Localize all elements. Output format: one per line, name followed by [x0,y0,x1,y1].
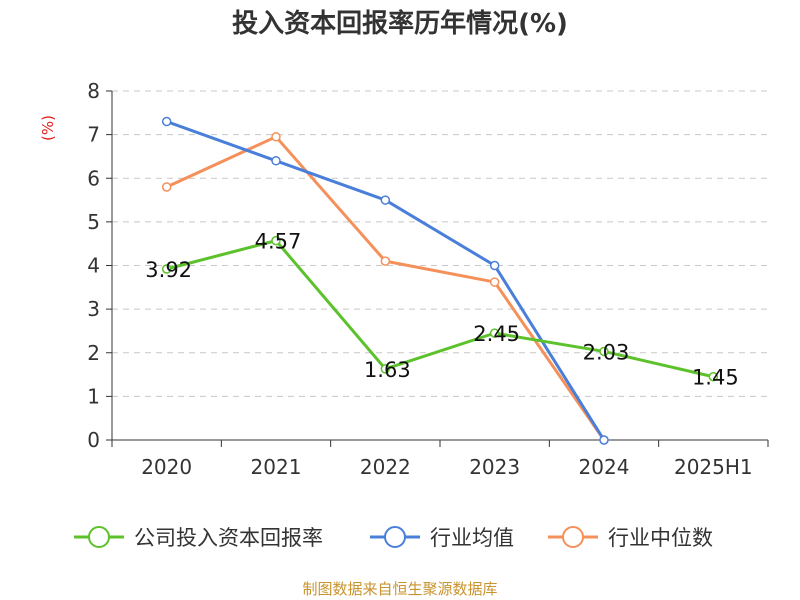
data-point [380,364,391,374]
data-point [489,328,500,338]
y-tick-label: 0 [87,428,100,452]
legend[interactable]: 公司投入资本回报率 行业均值 行业中位数 [74,526,713,550]
legend-item-0[interactable]: 公司投入资本回报率 [74,526,323,550]
series-line-0 [166,239,714,379]
data-label: 4.57 [255,230,302,254]
y-axis-unit: (%) [39,115,57,141]
data-point [380,195,391,205]
legend-marker [384,526,406,548]
x-tick-label: 2023 [469,455,520,479]
y-tick-label: 5 [87,210,100,234]
data-point [489,260,500,271]
data-point [380,256,391,266]
data-label: 3.92 [145,258,192,282]
data-point [489,277,500,287]
source-note: 制图数据来自恒生聚源数据库 [302,580,498,598]
series-lines [161,116,719,445]
x-tick-label: 2025H1 [674,455,753,479]
data-point [708,371,719,382]
y-tick-label: 2 [87,341,100,365]
axes: 0 1 2 3 4 5 6 7 8 (%) 2020 2021 2022 2023 2024 2025H1 [39,79,769,479]
data-point [271,156,281,166]
data-label: 2.45 [473,322,520,346]
legend-label: 行业均值 [430,526,514,550]
legend-label: 行业中位数 [608,526,713,550]
y-tick-label: 6 [87,166,100,190]
legend-item-1[interactable]: 行业均值 [370,526,514,550]
data-label: 1.63 [364,358,411,382]
data-point [271,132,281,142]
x-tick-label: 2021 [251,455,302,479]
y-tick-label: 8 [87,79,100,103]
data-point [161,264,172,274]
x-tick-label: 2024 [579,455,630,479]
data-point [599,346,609,357]
data-point [161,182,172,192]
series-line-2 [166,135,606,441]
x-tick-label: 2022 [360,455,411,479]
x-tick-label: 2020 [141,455,192,479]
legend-label: 公司投入资本回报率 [134,526,323,550]
data-point [271,235,281,246]
legend-marker [88,526,110,548]
data-label: 2.03 [583,340,630,364]
y-tick-label: 1 [87,384,100,408]
y-tick-label: 3 [87,297,100,321]
chart-title: 投入资本回报率历年情况(%) [232,9,568,39]
y-tick-label: 4 [87,254,100,278]
y-tick-label: 7 [87,123,100,147]
legend-marker [562,526,584,548]
data-point [599,435,609,445]
data-point [161,116,172,127]
data-label: 1.45 [692,366,739,390]
data-labels: 3.92 4.57 1.63 2.45 2.03 1.45 [145,230,738,390]
series-line-1 [166,120,606,441]
legend-item-2[interactable]: 行业中位数 [548,526,713,550]
